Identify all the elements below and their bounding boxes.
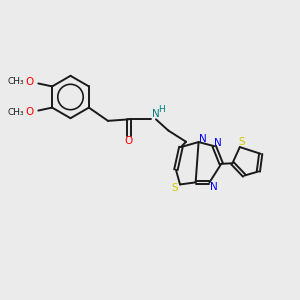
Text: O: O (25, 77, 34, 87)
Text: S: S (171, 183, 178, 193)
Text: S: S (238, 137, 245, 147)
Text: CH₃: CH₃ (7, 107, 24, 116)
Text: N: N (199, 134, 207, 143)
Text: N: N (210, 182, 218, 192)
Text: O: O (25, 107, 34, 117)
Text: N: N (152, 109, 160, 119)
Text: CH₃: CH₃ (7, 77, 24, 86)
Text: H: H (158, 105, 165, 114)
Text: N: N (214, 138, 222, 148)
Text: O: O (124, 136, 133, 146)
